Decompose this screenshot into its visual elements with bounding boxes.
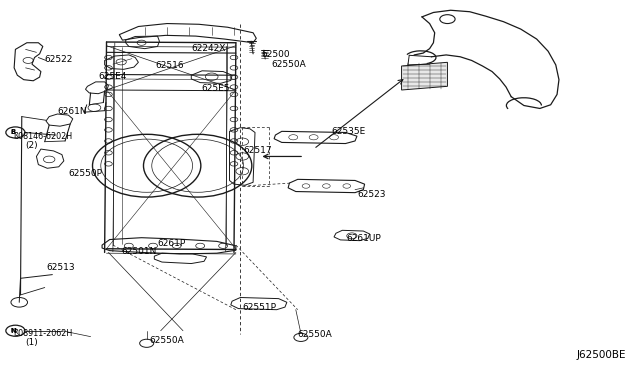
Text: N: N — [11, 328, 15, 333]
Text: 62550P: 62550P — [68, 169, 102, 178]
Text: 62550A: 62550A — [271, 60, 307, 69]
Text: (1): (1) — [26, 338, 38, 347]
Text: 62550A: 62550A — [298, 330, 332, 339]
Text: 62535E: 62535E — [332, 127, 365, 136]
Text: 62513: 62513 — [46, 263, 75, 272]
Text: B: B — [11, 130, 15, 135]
Text: 62522: 62522 — [45, 55, 73, 64]
Text: 625E4: 625E4 — [99, 72, 127, 81]
Text: 6261UP: 6261UP — [347, 234, 381, 243]
Text: 62517: 62517 — [244, 146, 272, 155]
Text: N: N — [10, 328, 16, 334]
Text: 62516: 62516 — [156, 61, 184, 70]
Text: 62500: 62500 — [261, 50, 290, 59]
Text: ß08911-2062H: ß08911-2062H — [13, 329, 72, 338]
Text: 62501N: 62501N — [121, 247, 157, 256]
Text: 625E5: 625E5 — [202, 84, 230, 93]
Polygon shape — [401, 62, 447, 90]
Text: J62500BE: J62500BE — [577, 350, 626, 360]
Text: B: B — [10, 129, 15, 135]
Text: 62242X: 62242X — [191, 44, 226, 53]
Text: 62550A: 62550A — [149, 336, 184, 345]
Text: 6261N: 6261N — [58, 107, 87, 116]
Text: 62523: 62523 — [357, 190, 385, 199]
Text: (2): (2) — [26, 141, 38, 150]
Text: 62551P: 62551P — [243, 302, 276, 312]
Text: ß08146-6202H: ß08146-6202H — [13, 132, 72, 141]
Text: 6261P: 6261P — [157, 239, 186, 248]
